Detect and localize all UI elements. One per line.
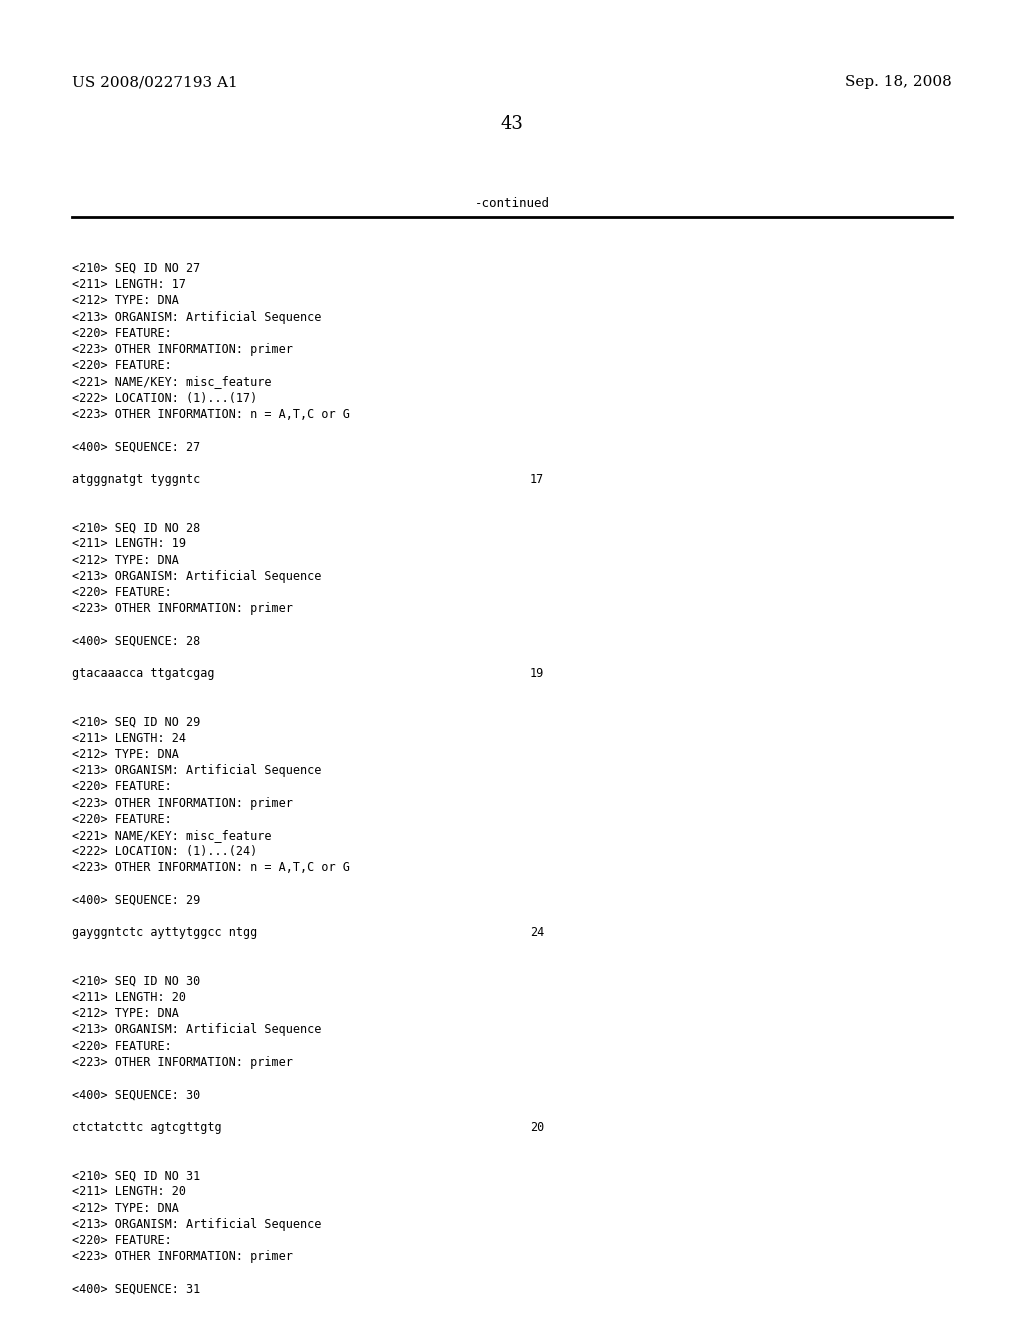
Text: <213> ORGANISM: Artificial Sequence: <213> ORGANISM: Artificial Sequence — [72, 570, 322, 583]
Text: <211> LENGTH: 17: <211> LENGTH: 17 — [72, 279, 186, 292]
Text: <223> OTHER INFORMATION: n = A,T,C or G: <223> OTHER INFORMATION: n = A,T,C or G — [72, 862, 350, 874]
Text: <211> LENGTH: 20: <211> LENGTH: 20 — [72, 1185, 186, 1199]
Text: <400> SEQUENCE: 29: <400> SEQUENCE: 29 — [72, 894, 201, 907]
Text: gayggntctc ayttytggcc ntgg: gayggntctc ayttytggcc ntgg — [72, 927, 257, 940]
Text: <213> ORGANISM: Artificial Sequence: <213> ORGANISM: Artificial Sequence — [72, 1218, 322, 1230]
Text: 20: 20 — [530, 1121, 544, 1134]
Text: <210> SEQ ID NO 31: <210> SEQ ID NO 31 — [72, 1170, 201, 1183]
Text: <220> FEATURE:: <220> FEATURE: — [72, 813, 172, 826]
Text: <222> LOCATION: (1)...(24): <222> LOCATION: (1)...(24) — [72, 845, 257, 858]
Text: <210> SEQ ID NO 28: <210> SEQ ID NO 28 — [72, 521, 201, 535]
Text: <220> FEATURE:: <220> FEATURE: — [72, 586, 172, 599]
Text: <220> FEATURE:: <220> FEATURE: — [72, 1040, 172, 1052]
Text: <211> LENGTH: 20: <211> LENGTH: 20 — [72, 991, 186, 1005]
Text: <223> OTHER INFORMATION: primer: <223> OTHER INFORMATION: primer — [72, 343, 293, 356]
Text: <212> TYPE: DNA: <212> TYPE: DNA — [72, 294, 179, 308]
Text: <223> OTHER INFORMATION: primer: <223> OTHER INFORMATION: primer — [72, 1056, 293, 1069]
Text: <400> SEQUENCE: 27: <400> SEQUENCE: 27 — [72, 440, 201, 453]
Text: <213> ORGANISM: Artificial Sequence: <213> ORGANISM: Artificial Sequence — [72, 764, 322, 777]
Text: <400> SEQUENCE: 30: <400> SEQUENCE: 30 — [72, 1088, 201, 1101]
Text: <212> TYPE: DNA: <212> TYPE: DNA — [72, 553, 179, 566]
Text: US 2008/0227193 A1: US 2008/0227193 A1 — [72, 75, 238, 88]
Text: <220> FEATURE:: <220> FEATURE: — [72, 1234, 172, 1247]
Text: ctctatcttc agtcgttgtg: ctctatcttc agtcgttgtg — [72, 1121, 221, 1134]
Text: -continued: -continued — [474, 197, 550, 210]
Text: <213> ORGANISM: Artificial Sequence: <213> ORGANISM: Artificial Sequence — [72, 310, 322, 323]
Text: atgggnatgt tyggntc: atgggnatgt tyggntc — [72, 473, 201, 486]
Text: <221> NAME/KEY: misc_feature: <221> NAME/KEY: misc_feature — [72, 829, 271, 842]
Text: <212> TYPE: DNA: <212> TYPE: DNA — [72, 748, 179, 762]
Text: 19: 19 — [530, 667, 544, 680]
Text: 43: 43 — [501, 115, 523, 133]
Text: <222> LOCATION: (1)...(17): <222> LOCATION: (1)...(17) — [72, 392, 257, 405]
Text: <211> LENGTH: 24: <211> LENGTH: 24 — [72, 731, 186, 744]
Text: <211> LENGTH: 19: <211> LENGTH: 19 — [72, 537, 186, 550]
Text: <223> OTHER INFORMATION: primer: <223> OTHER INFORMATION: primer — [72, 602, 293, 615]
Text: <400> SEQUENCE: 28: <400> SEQUENCE: 28 — [72, 635, 201, 648]
Text: gtacaaacca ttgatcgag: gtacaaacca ttgatcgag — [72, 667, 214, 680]
Text: <223> OTHER INFORMATION: n = A,T,C or G: <223> OTHER INFORMATION: n = A,T,C or G — [72, 408, 350, 421]
Text: 24: 24 — [530, 927, 544, 940]
Text: <220> FEATURE:: <220> FEATURE: — [72, 359, 172, 372]
Text: <210> SEQ ID NO 27: <210> SEQ ID NO 27 — [72, 261, 201, 275]
Text: <223> OTHER INFORMATION: primer: <223> OTHER INFORMATION: primer — [72, 1250, 293, 1263]
Text: <213> ORGANISM: Artificial Sequence: <213> ORGANISM: Artificial Sequence — [72, 1023, 322, 1036]
Text: <212> TYPE: DNA: <212> TYPE: DNA — [72, 1201, 179, 1214]
Text: <210> SEQ ID NO 30: <210> SEQ ID NO 30 — [72, 974, 201, 987]
Text: <210> SEQ ID NO 29: <210> SEQ ID NO 29 — [72, 715, 201, 729]
Text: Sep. 18, 2008: Sep. 18, 2008 — [845, 75, 952, 88]
Text: <400> SEQUENCE: 31: <400> SEQUENCE: 31 — [72, 1283, 201, 1296]
Text: 17: 17 — [530, 473, 544, 486]
Text: <223> OTHER INFORMATION: primer: <223> OTHER INFORMATION: primer — [72, 796, 293, 809]
Text: <220> FEATURE:: <220> FEATURE: — [72, 327, 172, 339]
Text: <221> NAME/KEY: misc_feature: <221> NAME/KEY: misc_feature — [72, 375, 271, 388]
Text: <220> FEATURE:: <220> FEATURE: — [72, 780, 172, 793]
Text: <212> TYPE: DNA: <212> TYPE: DNA — [72, 1007, 179, 1020]
